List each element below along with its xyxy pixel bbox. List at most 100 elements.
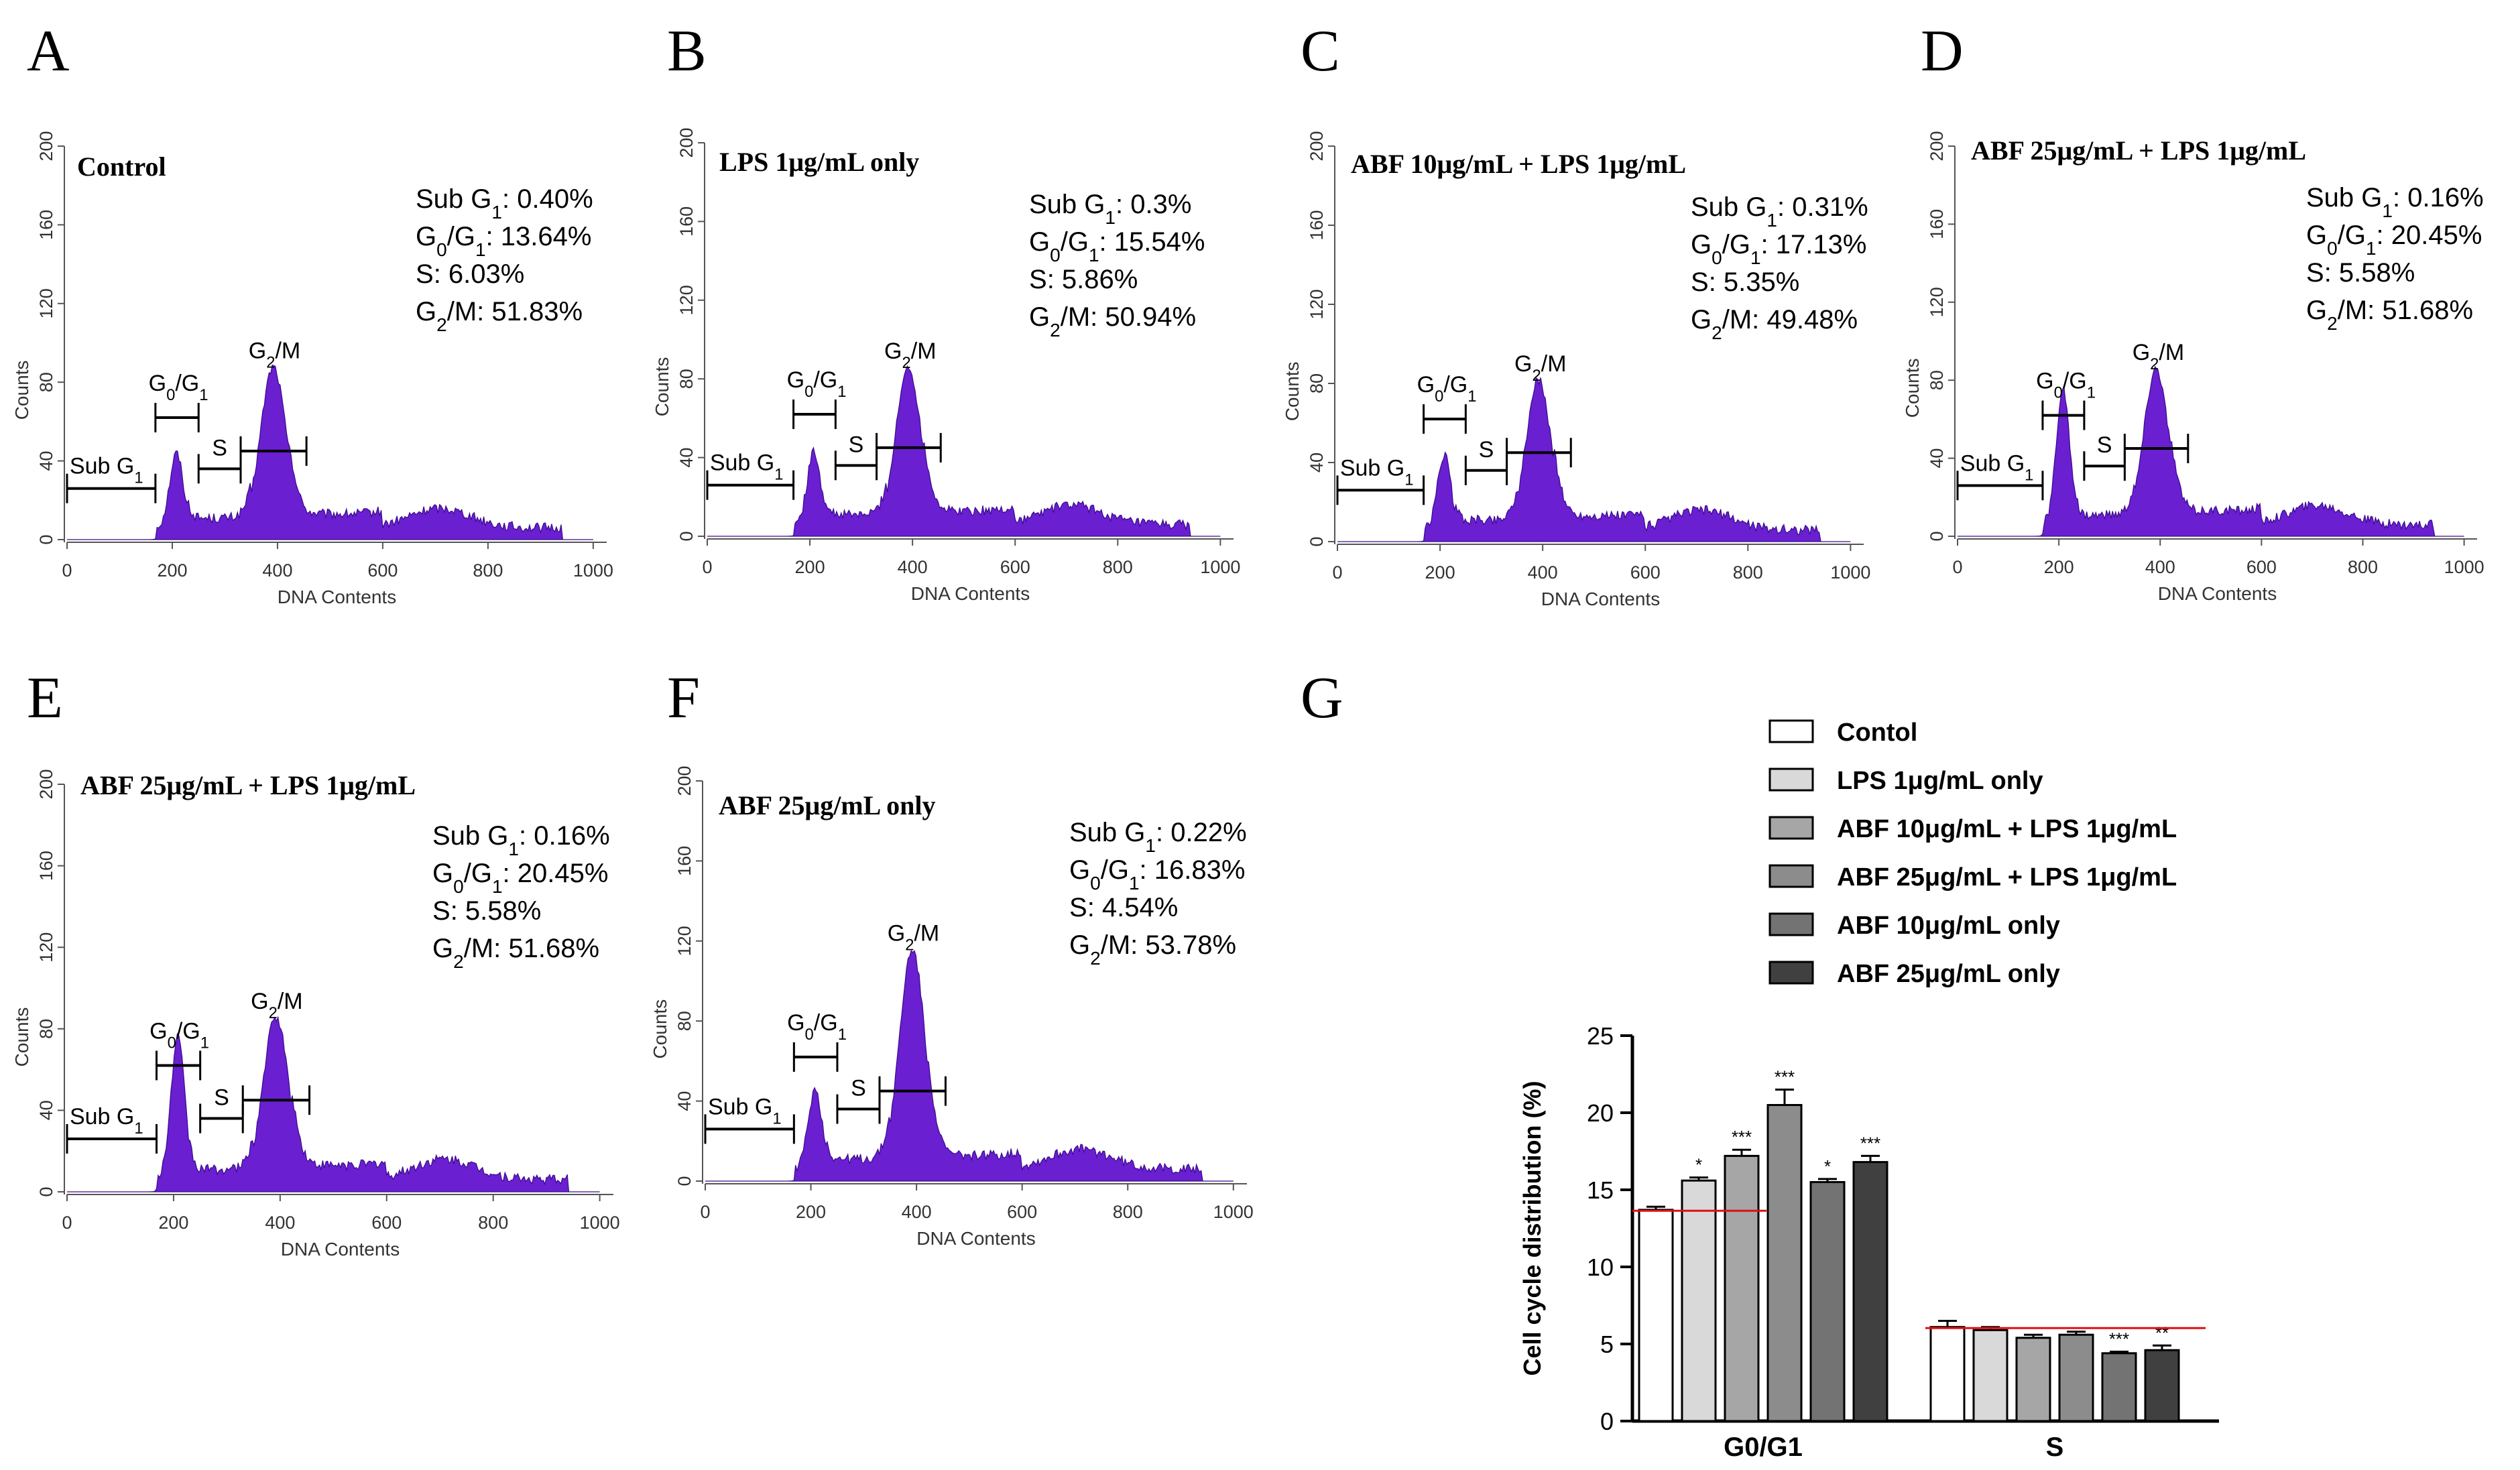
gate-s-label: S (1479, 437, 1494, 463)
stat-value: : 5.58% (2324, 258, 2415, 288)
significance-mark: * (1695, 1155, 1702, 1175)
gate-s-label: S (2097, 432, 2112, 458)
x-tick-label: 800 (1733, 562, 1763, 583)
legend-label: Contol (1837, 719, 1917, 747)
legend-swatch (1768, 961, 1814, 985)
y-axis-label: Counts (11, 1007, 32, 1067)
bar (2058, 1333, 2094, 1422)
histogram-title: ABF 25μg/mL + LPS 1μg/mL (1971, 135, 2306, 166)
stat-s: S: 5.86% (1029, 265, 1138, 294)
histogram-panel-a: A 0 200 400 600 800 1000 0 40 80 120 160 200 DNA Cont… (11, 19, 613, 607)
y-tick-label: 160 (1307, 210, 1327, 240)
gate-g0g1-label: G0/G1 (787, 1010, 847, 1044)
y-tick-label: 0 (1307, 536, 1327, 546)
stat-g0g1: G0/G1: 15.54% (1029, 227, 1205, 265)
histogram-panel-d: D 0 200 400 600 800 1000 0 40 80 120 160 200 DNA Cont… (1902, 19, 2484, 604)
x-axis-label: DNA Contents (2158, 583, 2277, 604)
gate-s-label: S (212, 435, 227, 461)
gate-g2m-label: G2/M (251, 989, 302, 1022)
x-tick-label: 1000 (580, 1213, 620, 1233)
stat-value: : 15.54% (1099, 227, 1205, 257)
x-tick-label: 600 (367, 560, 398, 580)
stat-value: : 49.48% (1752, 305, 1858, 334)
y-tick-label: 160 (36, 210, 56, 240)
histogram-area (1958, 365, 2464, 537)
bar (2101, 1352, 2137, 1422)
histogram-area (1337, 377, 1851, 542)
stat-s: S: 5.35% (1691, 267, 1799, 297)
stat-g2m: G2/M: 51.68% (2306, 296, 2473, 334)
gate-s-label: S (849, 432, 864, 457)
y-tick-label: 120 (1307, 289, 1327, 319)
stat-g0g1: G0/G1: 16.83% (1069, 855, 1245, 894)
x-tick-label: 800 (1103, 557, 1133, 577)
y-tick-label: 80 (1927, 370, 1947, 390)
x-tick-label: 0 (62, 1213, 72, 1233)
bar (1852, 1161, 1888, 1422)
gate-s-label: S (214, 1085, 229, 1111)
histogram-area (705, 950, 1234, 1182)
x-tick-label: 0 (702, 557, 712, 577)
stat-value: : 6.03% (434, 259, 525, 289)
y-tick-label: 80 (1307, 373, 1327, 393)
stat-value: : 0.3% (1116, 190, 1191, 219)
histogram-area (67, 364, 593, 540)
stat-value: : 5.86% (1047, 265, 1138, 294)
stat-g0g1: G0/G1: 20.45% (2306, 221, 2482, 259)
y-tick-label: 120 (36, 932, 56, 963)
stat-s: S: 5.58% (432, 896, 541, 926)
panel-letter: A (27, 19, 70, 84)
y-tick-label: 0 (1927, 531, 1947, 541)
y-tick-label: 80 (676, 369, 697, 389)
stat-value: : 4.54% (1087, 893, 1179, 922)
stat-g2m: G2/M: 53.78% (1069, 930, 1236, 969)
panel-letter: C (1301, 19, 1340, 84)
legend-label: ABF 25μg/mL + LPS 1μg/mL (1837, 863, 2177, 892)
gate-subg1-label: Sub G1 (708, 1094, 782, 1127)
g-y-tick-label: 15 (1587, 1176, 1614, 1204)
x-axis-label: DNA Contents (916, 1228, 1035, 1249)
significance-mark: *** (1775, 1067, 1795, 1087)
bar (1638, 1209, 1674, 1422)
gate-g2m-label: G2/M (1514, 351, 1566, 385)
stat-s: S: 4.54% (1069, 893, 1178, 922)
stat-value: : 51.83% (477, 297, 583, 326)
stat-subg1: Sub G1: 0.31% (1691, 192, 1868, 231)
x-tick-label: 200 (158, 1213, 188, 1233)
legend-swatch (1768, 912, 1814, 936)
stat-value: : 16.83% (1140, 855, 1246, 885)
gate-g2m-label: G2/M (888, 921, 939, 955)
stat-g2m: G2/M: 51.68% (432, 934, 599, 972)
stat-value: : 0.16% (519, 821, 610, 851)
stat-g0g1: G0/G1: 13.64% (416, 222, 591, 260)
stat-g0g1: G0/G1: 20.45% (432, 859, 608, 897)
gate-g2m-label: G2/M (249, 338, 300, 371)
x-tick-label: 1000 (1200, 557, 1240, 577)
stat-s: S: 6.03% (416, 259, 524, 289)
category-label: S (2046, 1432, 2064, 1462)
x-tick-label: 200 (796, 1202, 826, 1222)
stat-value: : 50.94% (1090, 302, 1196, 332)
x-tick-label: 400 (1528, 562, 1558, 583)
histogram-area (67, 1016, 600, 1192)
x-axis-label: DNA Contents (911, 583, 1030, 604)
gate-g0g1-label: G0/G1 (149, 371, 208, 404)
stat-subg1: Sub G1: 0.3% (1029, 190, 1191, 228)
legend-swatch (1768, 816, 1814, 840)
x-tick-label: 0 (700, 1202, 710, 1222)
stat-value: : 20.45% (2377, 221, 2482, 250)
y-tick-label: 120 (676, 285, 697, 315)
panel-letter: G (1301, 666, 1343, 731)
x-tick-label: 400 (265, 1213, 295, 1233)
category-label: G0/G1 (1724, 1432, 1803, 1462)
stat-value: : 51.68% (493, 934, 599, 963)
x-tick-label: 1000 (573, 560, 613, 580)
x-tick-label: 400 (898, 557, 928, 577)
bar (1972, 1329, 2008, 1422)
y-axis-label: Counts (1282, 361, 1303, 421)
y-tick-label: 40 (1307, 452, 1327, 473)
stat-value: : 20.45% (503, 859, 609, 888)
histogram-title: ABF 25μg/mL only (719, 790, 935, 820)
y-axis-label: Counts (1902, 358, 1923, 418)
